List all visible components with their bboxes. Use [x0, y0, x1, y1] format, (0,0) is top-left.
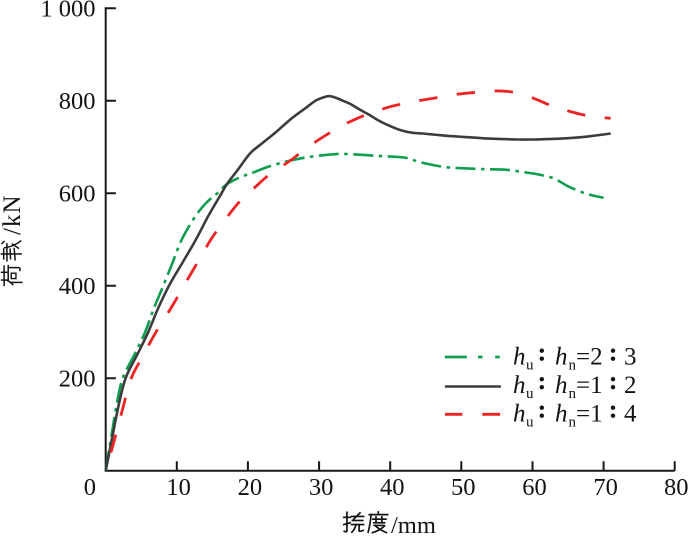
- svg-text:n: n: [569, 358, 577, 374]
- svg-text:=1: =1: [576, 372, 603, 399]
- svg-text:n: n: [569, 386, 577, 402]
- svg-text:800: 800: [59, 88, 96, 115]
- svg-text:h: h: [513, 344, 526, 371]
- svg-text:n: n: [569, 415, 577, 431]
- svg-text:2: 2: [624, 372, 637, 399]
- svg-text:u: u: [526, 358, 534, 374]
- svg-text:/kN: /kN: [0, 195, 26, 236]
- svg-text:80: 80: [664, 474, 689, 501]
- svg-text:h: h: [555, 401, 568, 428]
- svg-text:600: 600: [59, 180, 96, 207]
- svg-text:50: 50: [451, 474, 476, 501]
- svg-text:60: 60: [522, 474, 547, 501]
- svg-text:200: 200: [59, 365, 96, 392]
- svg-text:0: 0: [84, 474, 96, 501]
- svg-text:40: 40: [380, 474, 405, 501]
- svg-text:h: h: [555, 372, 568, 399]
- svg-text:h: h: [513, 372, 526, 399]
- svg-text:u: u: [526, 386, 534, 402]
- svg-text:20: 20: [238, 474, 263, 501]
- svg-text:4: 4: [624, 401, 637, 428]
- svg-text:400: 400: [59, 273, 96, 300]
- svg-text:10: 10: [166, 474, 191, 501]
- svg-text:1 000: 1 000: [40, 0, 95, 22]
- svg-text:=2: =2: [576, 344, 603, 371]
- svg-text:u: u: [526, 415, 534, 431]
- svg-text:30: 30: [309, 474, 334, 501]
- svg-text:=1: =1: [576, 401, 603, 428]
- svg-text:h: h: [513, 401, 526, 428]
- svg-text:70: 70: [593, 474, 618, 501]
- svg-text:h: h: [555, 344, 568, 371]
- svg-text:/mm: /mm: [391, 512, 436, 536]
- svg-text:3: 3: [624, 344, 637, 371]
